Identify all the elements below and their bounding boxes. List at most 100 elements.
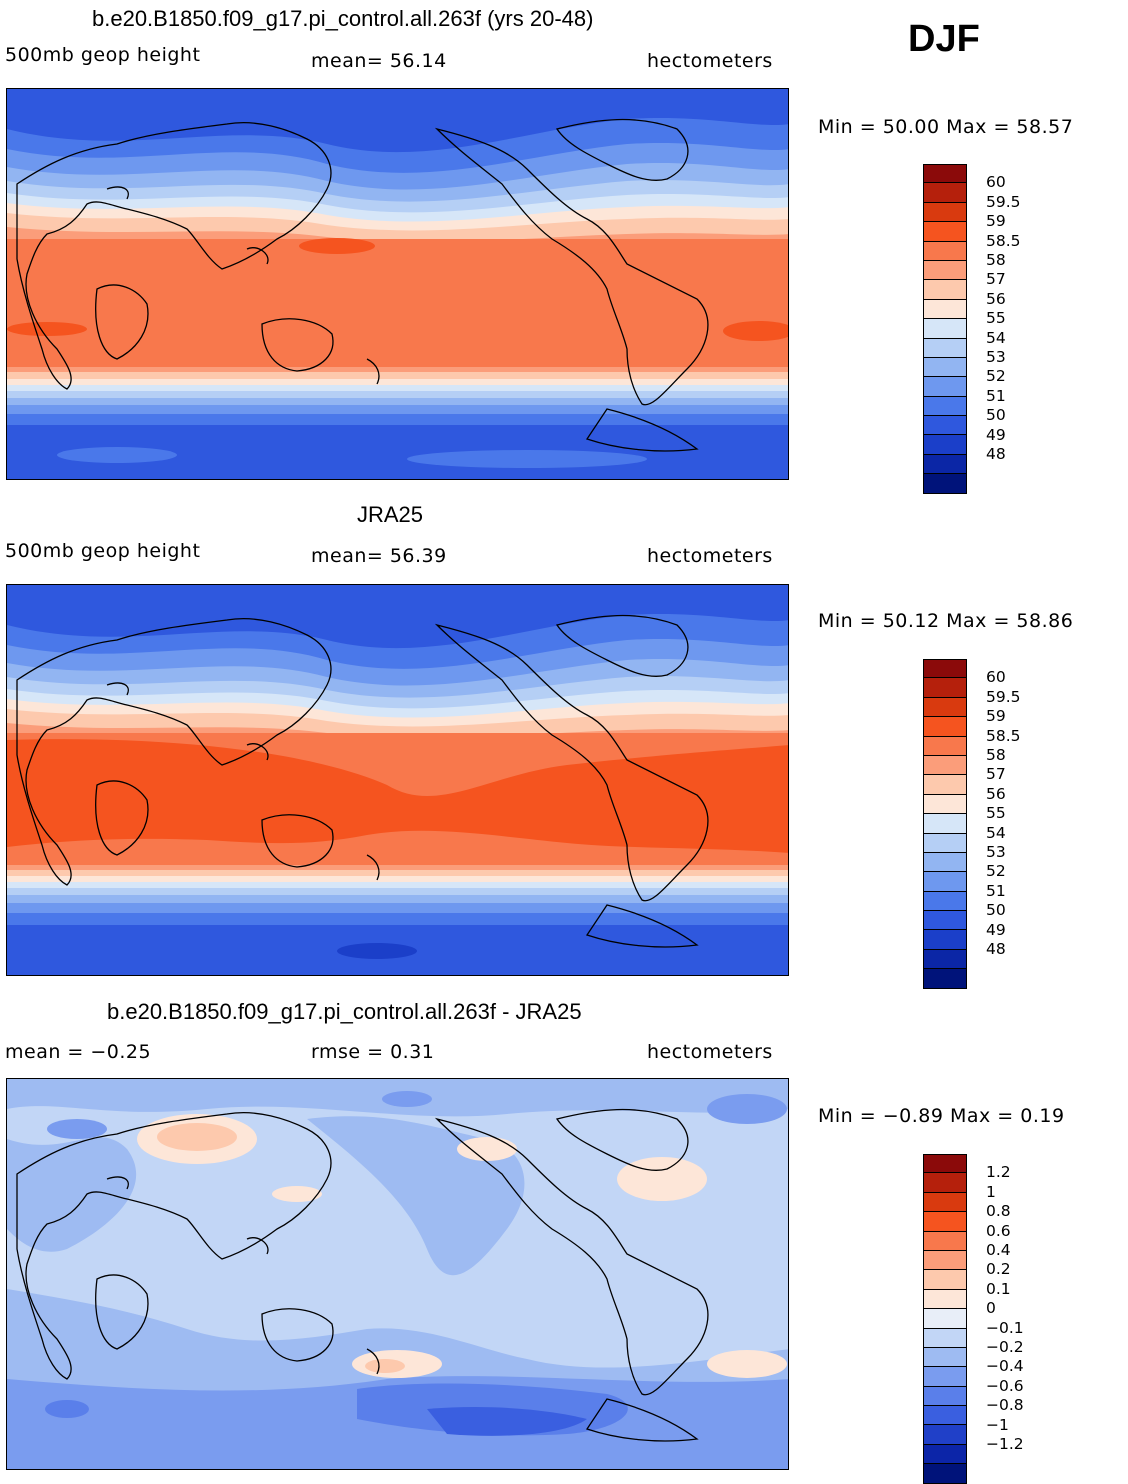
- colorbar-swatch: [923, 1270, 967, 1290]
- colorbar-swatch: [923, 338, 967, 358]
- colorbar-tick-label: 48: [986, 940, 1006, 958]
- colorbar-swatch: [923, 872, 967, 892]
- colorbar-swatch: [923, 678, 967, 698]
- colorbar-tick-label: −0.4: [986, 1357, 1024, 1376]
- colorbar-swatch: [923, 241, 967, 261]
- colorbar-swatch: [923, 1212, 967, 1232]
- colorbar-swatch: [923, 1309, 967, 1329]
- colorbar-swatch: [923, 1154, 967, 1174]
- colorbar-swatch: [923, 454, 967, 475]
- colorbar-swatch: [923, 1367, 967, 1387]
- colorbar-swatch: [923, 814, 967, 834]
- colorbar-tick-label: 54: [986, 328, 1006, 347]
- colorbar-tick-label: 59: [986, 212, 1006, 231]
- colorbar-tick-label: 49: [986, 920, 1006, 939]
- colorbar-swatch: [923, 164, 967, 184]
- colorbar-swatch: [923, 833, 967, 853]
- colorbar-swatch: [923, 299, 967, 320]
- colorbar-swatch: [923, 416, 967, 436]
- panel1-units: hectometers: [647, 50, 773, 72]
- colorbar-swatch: [923, 775, 967, 795]
- panel2-colorbar: [923, 659, 967, 989]
- colorbar-tick-label: 59.5: [986, 192, 1021, 211]
- colorbar-tick-label: −0.8: [986, 1396, 1024, 1415]
- season-label: DJF: [908, 18, 980, 60]
- colorbar-tick-label: −0.1: [986, 1318, 1024, 1337]
- panel2-map: [6, 584, 789, 976]
- colorbar-tick-label: 0.1: [986, 1279, 1011, 1298]
- colorbar-swatch: [923, 260, 967, 281]
- colorbar-tick-label: 59: [986, 707, 1006, 726]
- panel3-map-svg: [7, 1079, 788, 1469]
- colorbar-tick-label: 51: [986, 386, 1006, 405]
- colorbar-swatch: [923, 1328, 967, 1348]
- colorbar-swatch: [923, 1347, 967, 1368]
- panel1-minmax: Min = 50.00 Max = 58.57: [818, 116, 1074, 138]
- colorbar-tick-label: −0.2: [986, 1338, 1024, 1356]
- colorbar-tick-label: 1: [986, 1182, 996, 1201]
- colorbar-tick-label: 53: [986, 348, 1006, 366]
- panel1-colorbar: [923, 164, 967, 494]
- panel3-title: b.e20.B1850.f09_g17.pi_control.all.263f …: [107, 999, 582, 1024]
- panel3-minmax: Min = −0.89 Max = 0.19: [818, 1105, 1065, 1127]
- colorbar-swatch: [923, 474, 967, 494]
- colorbar-swatch: [923, 396, 967, 417]
- colorbar-tick-label: 0: [986, 1299, 996, 1318]
- colorbar-tick-label: 58: [986, 746, 1006, 764]
- colorbar-swatch: [923, 755, 967, 776]
- colorbar-swatch: [923, 1173, 967, 1193]
- colorbar-swatch: [923, 949, 967, 970]
- panel2-units: hectometers: [647, 545, 773, 567]
- colorbar-tick-label: 58.5: [986, 231, 1021, 250]
- colorbar-tick-label: 0.2: [986, 1260, 1011, 1279]
- colorbar-swatch: [923, 319, 967, 339]
- colorbar-swatch: [923, 717, 967, 737]
- panel2-map-svg: [7, 585, 788, 975]
- colorbar-swatch: [923, 1406, 967, 1426]
- colorbar-swatch: [923, 1231, 967, 1251]
- panel3-colorbar: [923, 1154, 967, 1484]
- panel2-minmax: Min = 50.12 Max = 58.86: [818, 610, 1074, 632]
- panel1-title: b.e20.B1850.f09_g17.pi_control.all.263f …: [92, 6, 594, 31]
- colorbar-tick-label: 56: [986, 784, 1006, 803]
- colorbar-tick-label: 54: [986, 823, 1006, 842]
- colorbar-swatch: [923, 357, 967, 378]
- panel3-map: [6, 1078, 789, 1470]
- panel3-mean: mean = −0.25: [5, 1041, 152, 1063]
- colorbar-tick-label: 50: [986, 406, 1006, 425]
- colorbar-tick-label: 60: [986, 173, 1006, 192]
- colorbar-swatch: [923, 930, 967, 950]
- colorbar-tick-label: 56: [986, 289, 1006, 308]
- colorbar-tick-label: 58: [986, 251, 1006, 269]
- colorbar-swatch: [923, 1464, 967, 1484]
- colorbar-swatch: [923, 891, 967, 912]
- colorbar-swatch: [923, 1192, 967, 1213]
- colorbar-swatch: [923, 794, 967, 815]
- panel3-units: hectometers: [647, 1041, 773, 1063]
- colorbar-swatch: [923, 1444, 967, 1465]
- colorbar-tick-label: 55: [986, 804, 1006, 823]
- colorbar-tick-label: 59.5: [986, 687, 1021, 706]
- colorbar-tick-label: −1.2: [986, 1435, 1024, 1453]
- colorbar-swatch: [923, 736, 967, 756]
- colorbar-swatch: [923, 435, 967, 455]
- colorbar-tick-label: 60: [986, 668, 1006, 687]
- colorbar-tick-label: 57: [986, 270, 1006, 289]
- colorbar-tick-label: 0.6: [986, 1221, 1011, 1240]
- colorbar-swatch: [923, 1250, 967, 1271]
- colorbar-tick-label: 52: [986, 862, 1006, 881]
- colorbar-tick-label: 53: [986, 843, 1006, 861]
- colorbar-tick-label: 58.5: [986, 726, 1021, 745]
- panel1-map: [6, 88, 789, 480]
- colorbar-swatch: [923, 697, 967, 718]
- colorbar-tick-label: 1.2: [986, 1163, 1011, 1182]
- colorbar-tick-label: 51: [986, 881, 1006, 900]
- colorbar-swatch: [923, 911, 967, 931]
- colorbar-tick-label: 48: [986, 445, 1006, 463]
- colorbar-tick-label: 50: [986, 901, 1006, 920]
- colorbar-swatch: [923, 969, 967, 989]
- panel3-rmse: rmse = 0.31: [311, 1041, 435, 1063]
- colorbar-tick-label: 57: [986, 765, 1006, 784]
- colorbar-tick-label: 0.8: [986, 1202, 1011, 1221]
- panel2-title: JRA25: [357, 502, 424, 527]
